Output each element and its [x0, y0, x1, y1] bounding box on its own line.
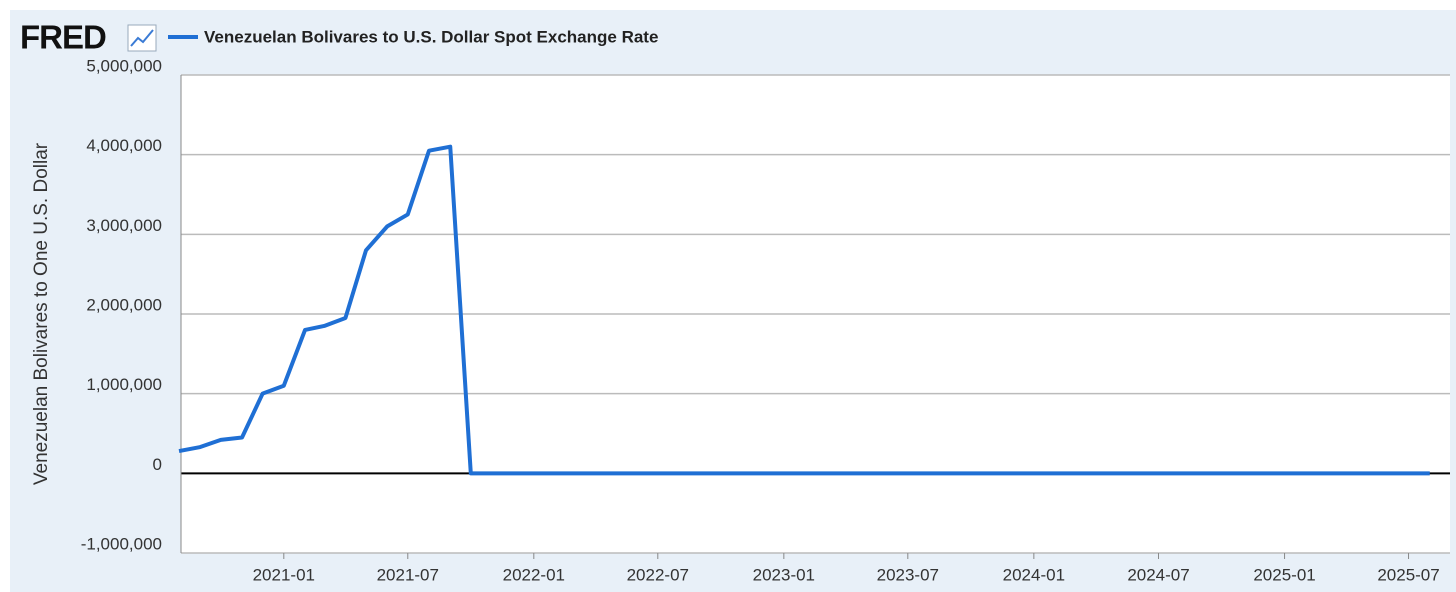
x-tick-label: 2022-01 [503, 565, 565, 584]
x-tick-label: 2021-01 [253, 565, 315, 584]
y-tick-label: 4,000,000 [86, 136, 162, 155]
x-tick-label: 2023-01 [753, 565, 815, 584]
y-tick-label: 3,000,000 [86, 216, 162, 235]
legend-label: Venezuelan Bolivares to U.S. Dollar Spot… [204, 27, 658, 46]
x-tick-label: 2025-01 [1253, 565, 1315, 584]
y-tick-label: 1,000,000 [86, 375, 162, 394]
y-tick-label: 2,000,000 [86, 295, 162, 314]
x-tick-label: 2024-07 [1127, 565, 1189, 584]
y-tick-label: -1,000,000 [81, 534, 162, 553]
x-tick-label: 2024-01 [1003, 565, 1065, 584]
x-tick-label: 2025-07 [1377, 565, 1439, 584]
logo-icon [127, 24, 157, 52]
y-axis-label: Venezuelan Bolivares to One U.S. Dollar [31, 142, 52, 485]
x-tick-label: 2022-07 [627, 565, 689, 584]
y-tick-label: 5,000,000 [86, 56, 162, 75]
y-tick-label: 0 [153, 455, 162, 474]
series-line [178, 144, 1430, 476]
logo: FRED [20, 19, 106, 56]
x-tick-label: 2023-07 [877, 565, 939, 584]
x-tick-label: 2021-07 [377, 565, 439, 584]
